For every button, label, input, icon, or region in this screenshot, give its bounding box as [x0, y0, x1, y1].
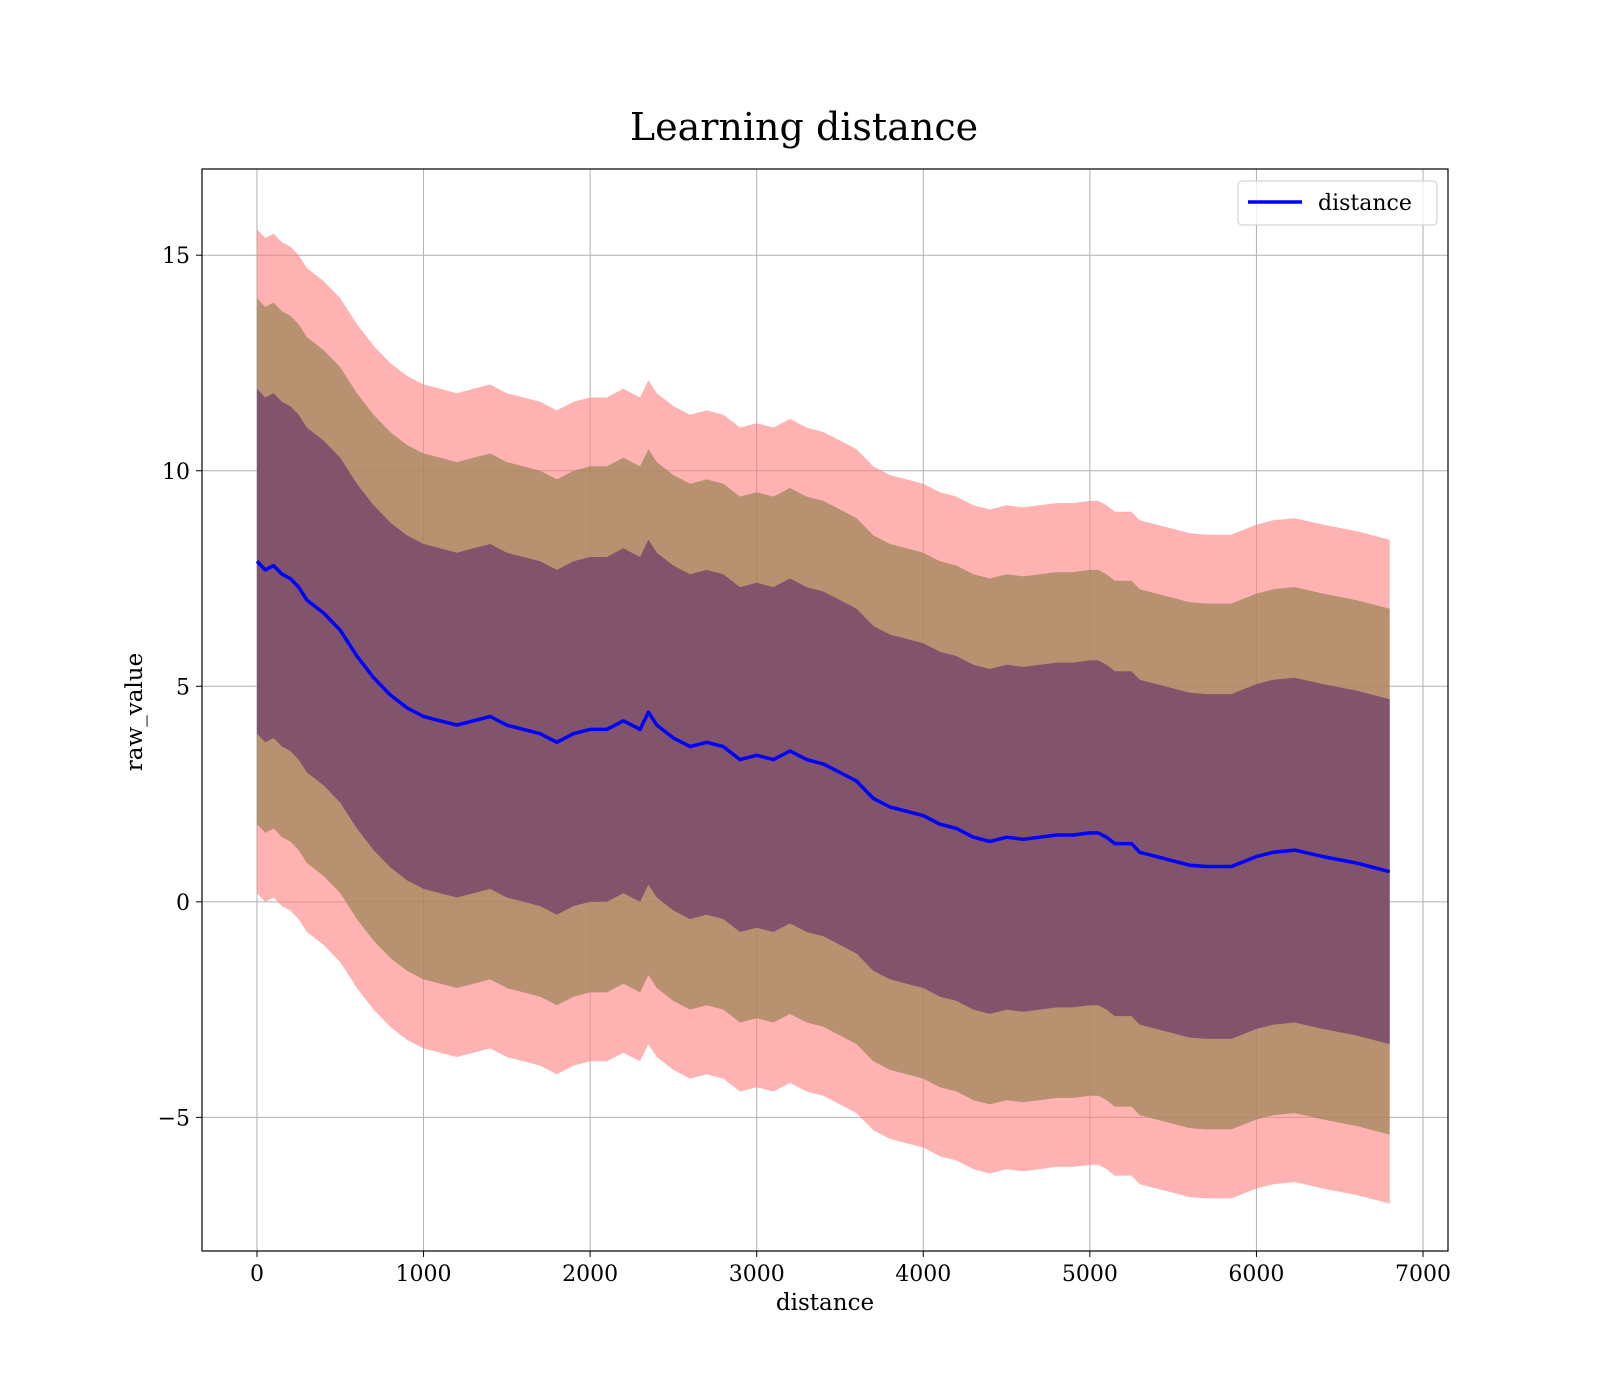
plot-frame	[201, 168, 1449, 1252]
y-tick-label: 0	[176, 891, 190, 916]
band-inner	[257, 388, 1390, 1045]
legend-label-distance: distance	[1318, 191, 1412, 216]
y-tick-label: 5	[176, 675, 190, 700]
x-ticks: 0 1000 2000 3000 4000 5000 6000 7000	[250, 1251, 1451, 1287]
x-axis-label: distance	[776, 1290, 874, 1316]
series-lines	[255, 560, 1391, 874]
y-tick-label: 15	[162, 244, 190, 269]
x-tick-label: 6000	[1228, 1262, 1284, 1287]
series-line-distance	[255, 560, 1391, 874]
chart-title: Learning distance	[630, 105, 978, 149]
y-tick-label: −5	[158, 1106, 190, 1131]
confidence-bands	[257, 229, 1390, 1204]
y-ticks: −5 0 5 10 15	[158, 244, 202, 1131]
x-tick-label: 4000	[895, 1262, 951, 1287]
x-tick-label: 7000	[1395, 1262, 1451, 1287]
y-tick-label: 10	[162, 460, 190, 485]
x-tick-label: 5000	[1062, 1262, 1118, 1287]
x-tick-label: 1000	[396, 1262, 452, 1287]
legend: distance	[1237, 180, 1438, 226]
legend-box	[1237, 180, 1438, 226]
x-tick-label: 2000	[562, 1262, 618, 1287]
x-tick-label: 3000	[729, 1262, 785, 1287]
x-tick-label: 0	[250, 1262, 264, 1287]
y-axis-label: raw_value	[122, 653, 148, 771]
